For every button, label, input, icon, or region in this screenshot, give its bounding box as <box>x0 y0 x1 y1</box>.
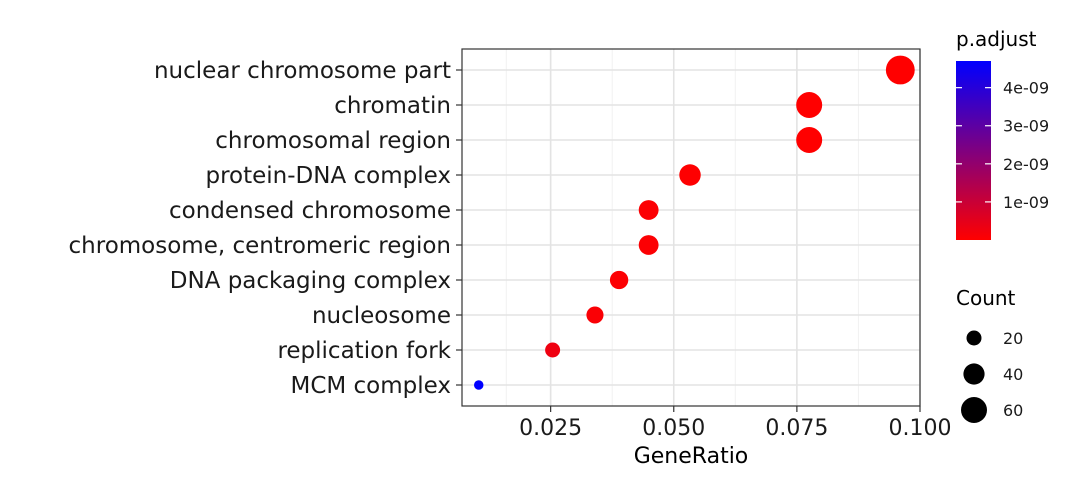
data-point <box>586 306 604 324</box>
size-legend-dot <box>966 330 982 346</box>
category-label: chromosome, centromeric region <box>69 233 451 259</box>
color-tick-label: 1e-09 <box>1003 193 1049 212</box>
x-axis-title: GeneRatio <box>634 444 749 469</box>
plot-panel-background <box>462 49 920 406</box>
x-axis-ticks: 0.025 0.050 0.075 0.100 <box>519 406 951 441</box>
size-legend-label: 60 <box>1003 401 1023 420</box>
y-axis-labels: nuclear chromosome part chromatin chromoso… <box>69 58 462 399</box>
grid-lines <box>462 49 921 406</box>
category-label: nucleosome <box>312 303 451 329</box>
data-point <box>796 92 823 118</box>
data-point <box>474 380 484 390</box>
size-legend-dot <box>961 397 987 423</box>
category-label: chromatin <box>334 93 451 119</box>
color-legend-bar <box>956 61 991 240</box>
data-point <box>609 270 629 290</box>
data-point <box>638 235 659 255</box>
legend: p.adjust 1e-09 2e-09 3e-09 4e-09 Count 20 40… <box>956 27 1049 423</box>
data-point <box>796 127 823 153</box>
color-tick-label: 4e-09 <box>1003 79 1049 98</box>
size-legend-dot <box>963 363 985 385</box>
data-points <box>474 55 915 390</box>
category-label: DNA packaging complex <box>170 268 451 294</box>
category-label: chromosomal region <box>215 128 451 154</box>
color-legend-ticks: 1e-09 2e-09 3e-09 4e-09 <box>956 79 1049 212</box>
x-tick-label: 0.025 <box>519 416 582 441</box>
color-tick-label: 2e-09 <box>1003 155 1049 174</box>
size-legend-items: 20 40 60 <box>961 329 1023 423</box>
data-point <box>679 164 701 186</box>
size-legend-title: Count <box>956 286 1016 310</box>
x-tick-label: 0.050 <box>642 416 705 441</box>
category-label: replication fork <box>277 338 451 364</box>
category-label: MCM complex <box>290 373 451 399</box>
category-label: condensed chromosome <box>169 198 451 224</box>
x-tick-label: 0.100 <box>889 416 952 441</box>
size-legend-label: 40 <box>1003 365 1023 384</box>
data-point <box>638 200 659 220</box>
color-legend-title: p.adjust <box>956 27 1037 51</box>
x-tick-label: 0.075 <box>765 416 828 441</box>
category-label: protein-DNA complex <box>206 163 452 189</box>
category-label: nuclear chromosome part <box>154 58 451 84</box>
data-point <box>885 55 915 85</box>
color-tick-label: 3e-09 <box>1003 117 1049 136</box>
size-legend-label: 20 <box>1003 329 1023 348</box>
plot-panel-border <box>461 48 921 407</box>
data-point <box>545 342 561 358</box>
